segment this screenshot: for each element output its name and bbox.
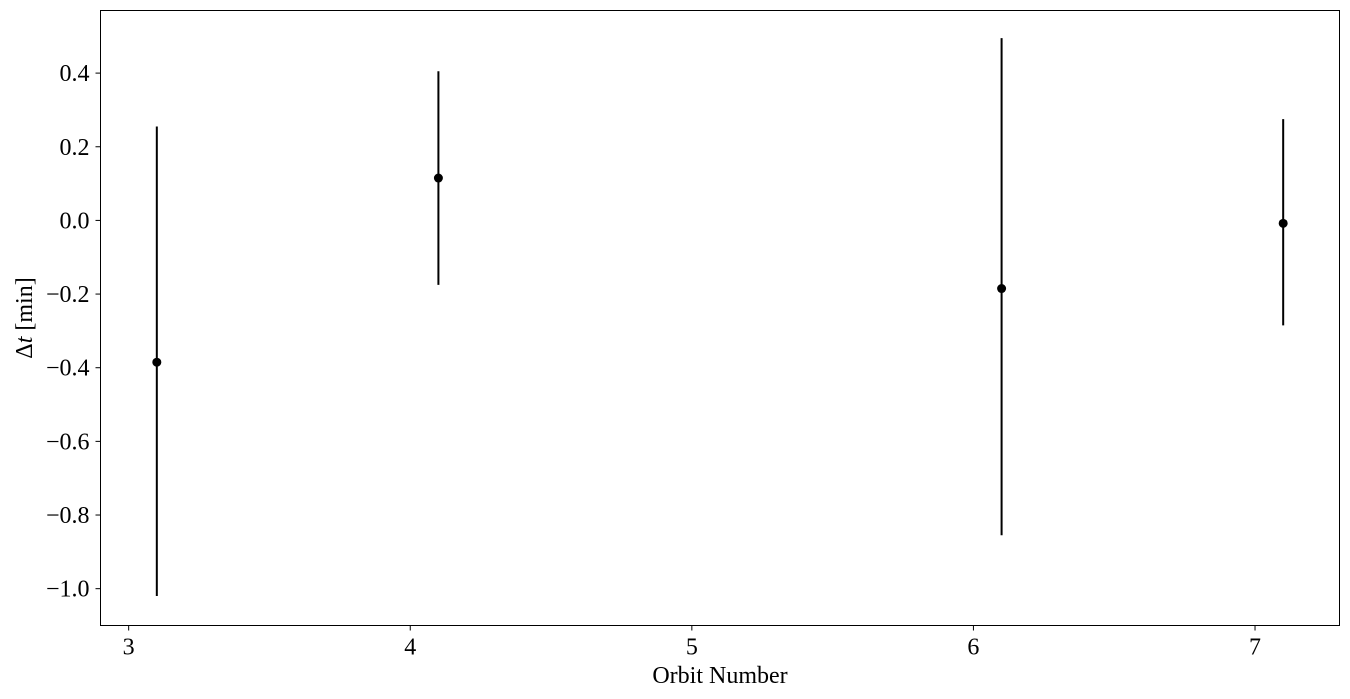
- y-ticks: −1.0 −0.8 −0.6 −0.4 −0.2 0.0 0.2 0.4: [46, 61, 101, 603]
- data-point: [1278, 218, 1288, 228]
- y-axis-label: Δt [min]: [12, 277, 38, 358]
- x-axis-label: Orbit Number: [652, 663, 787, 689]
- x-tick-label: 5: [686, 635, 698, 661]
- y-tick-label: 0.4: [60, 61, 90, 87]
- data-point: [433, 173, 443, 183]
- y-tick-label: −0.8: [46, 503, 90, 529]
- x-tick-label: 6: [967, 635, 979, 661]
- data-marks: [152, 38, 1288, 597]
- x-ticks: 3 4 5 6 7: [123, 625, 1261, 661]
- y-tick-label: −0.4: [46, 356, 90, 382]
- plot-frame: [100, 10, 1340, 626]
- y-tick-label: −0.6: [46, 429, 90, 455]
- y-tick-label: −0.2: [46, 282, 90, 308]
- x-tick-label: 3: [123, 635, 135, 661]
- x-tick-label: 7: [1249, 635, 1261, 661]
- y-tick-label: 0.2: [60, 135, 90, 161]
- y-tick-label: −1.0: [46, 577, 90, 603]
- y-axis-label-symbol: Δ: [12, 343, 38, 358]
- x-tick-label: 4: [404, 635, 416, 661]
- data-point: [152, 357, 162, 367]
- y-axis-label-unit: [min]: [12, 277, 38, 336]
- data-point: [997, 284, 1007, 294]
- y-tick-label: 0.0: [60, 208, 90, 234]
- y-axis-label-variable: t: [12, 335, 38, 343]
